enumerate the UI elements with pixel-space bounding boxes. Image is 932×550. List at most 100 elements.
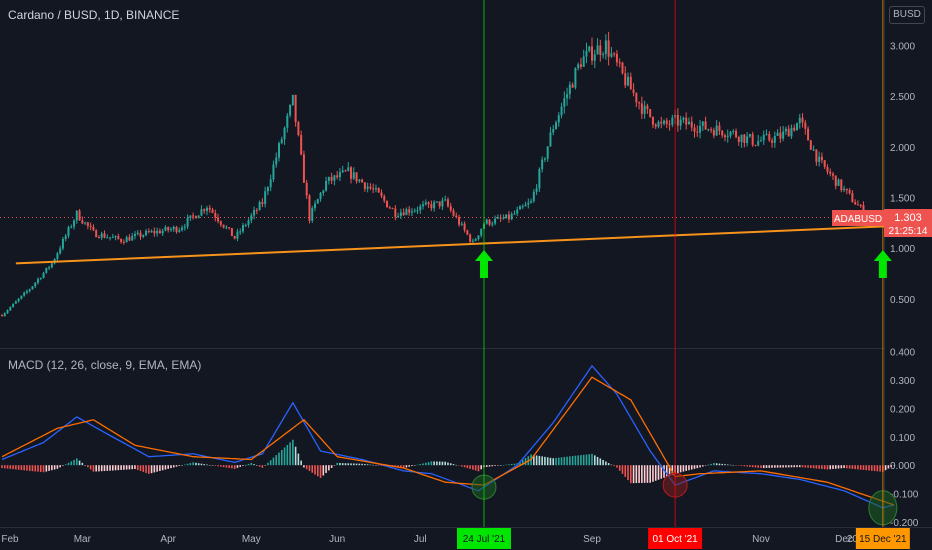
- candle-body: [336, 175, 339, 178]
- currency-button[interactable]: BUSD: [889, 6, 925, 24]
- histogram-bar: [463, 465, 466, 468]
- histogram-bar: [106, 465, 109, 471]
- histogram-bar: [70, 461, 73, 466]
- candle-body: [848, 190, 851, 194]
- histogram-bar: [361, 463, 363, 466]
- candle-body: [158, 230, 161, 234]
- signal-line: [1, 376, 895, 506]
- candle-body: [555, 122, 557, 130]
- candle-body: [397, 215, 400, 217]
- candle-body: [167, 227, 170, 231]
- histogram-bar: [347, 463, 350, 466]
- histogram-bar: [3, 465, 6, 469]
- candle-body: [338, 172, 341, 178]
- histogram-bar: [250, 462, 253, 466]
- candle-body: [86, 222, 89, 226]
- candle-body: [145, 231, 148, 236]
- candle-body: [435, 201, 438, 203]
- candle-body: [402, 212, 405, 216]
- histogram-bar: [264, 465, 266, 466]
- candle-body: [205, 207, 208, 211]
- histogram-bar: [172, 465, 175, 468]
- candle-body: [474, 239, 477, 241]
- candle-body: [560, 106, 563, 116]
- histogram-bar: [646, 465, 649, 483]
- histogram-bar: [607, 463, 610, 466]
- candle-body: [787, 128, 790, 137]
- histogram-bar: [829, 465, 832, 470]
- arrow-shape: [474, 250, 493, 278]
- candle-body: [577, 64, 580, 69]
- histogram-bar: [851, 465, 854, 469]
- histogram-bar: [208, 464, 211, 466]
- candle-body: [128, 237, 131, 241]
- candle-body: [640, 103, 643, 114]
- candle-body: [6, 310, 9, 314]
- candle-body: [538, 169, 541, 189]
- histogram-bar: [377, 465, 380, 466]
- histogram-bar: [804, 465, 807, 468]
- candle-body: [485, 219, 488, 224]
- histogram-bar: [341, 463, 344, 466]
- candle-body: [197, 215, 200, 219]
- candle-body: [638, 102, 641, 104]
- candle-body: [469, 234, 472, 242]
- candle-body: [723, 135, 726, 138]
- histogram-bar: [505, 464, 507, 466]
- price-tick-label: 2.000: [890, 143, 915, 154]
- histogram-bar: [178, 465, 181, 466]
- candle-body: [73, 220, 76, 227]
- histogram-bar: [596, 456, 599, 466]
- candle-body: [732, 131, 735, 133]
- histogram-bar: [42, 465, 45, 473]
- histogram-bar: [582, 454, 585, 466]
- candle-body: [444, 199, 447, 201]
- candle-body: [183, 226, 186, 228]
- candle-body: [593, 54, 596, 61]
- candle-body: [383, 196, 386, 201]
- histogram-bar: [145, 465, 147, 473]
- candle-body: [302, 154, 305, 183]
- candle-body: [687, 121, 690, 125]
- candle-body: [795, 123, 798, 131]
- candle-body: [663, 120, 666, 124]
- histogram-bar: [380, 465, 383, 466]
- candle-body: [217, 217, 220, 222]
- histogram-bar: [735, 465, 737, 466]
- histogram-bar: [148, 465, 150, 474]
- histogram-bar: [519, 461, 521, 466]
- candle-body: [319, 193, 322, 200]
- candle-body: [471, 240, 474, 242]
- candle-body: [280, 139, 283, 144]
- histogram-bar: [314, 465, 316, 475]
- histogram-bar: [233, 465, 236, 469]
- candle-body: [524, 204, 527, 207]
- histogram-bar: [217, 465, 219, 467]
- histogram-bar: [555, 457, 557, 466]
- price-tick-label: 0.500: [890, 295, 915, 306]
- candle-body: [746, 136, 749, 143]
- candle-body: [715, 125, 718, 136]
- histogram-bar: [444, 461, 446, 466]
- histogram-bar: [671, 465, 674, 475]
- histogram-bar: [702, 465, 704, 467]
- candle-body: [543, 158, 546, 160]
- candle-body: [391, 208, 394, 210]
- histogram-bar: [355, 463, 358, 466]
- histogram-bar: [316, 465, 319, 477]
- price-tag: [884, 209, 932, 237]
- candle-body: [34, 282, 37, 287]
- histogram-bar: [796, 465, 798, 468]
- histogram-bar: [546, 457, 549, 466]
- histogram-bar: [541, 456, 543, 466]
- candle-body: [579, 64, 582, 67]
- candle-body: [621, 62, 624, 74]
- histogram-bar: [297, 453, 300, 466]
- candle-body: [153, 230, 156, 234]
- candle-body: [790, 127, 793, 137]
- time-tick-label: May: [242, 534, 261, 545]
- histogram-bar: [206, 464, 208, 466]
- histogram-bar: [868, 465, 870, 471]
- candle-body: [219, 221, 222, 225]
